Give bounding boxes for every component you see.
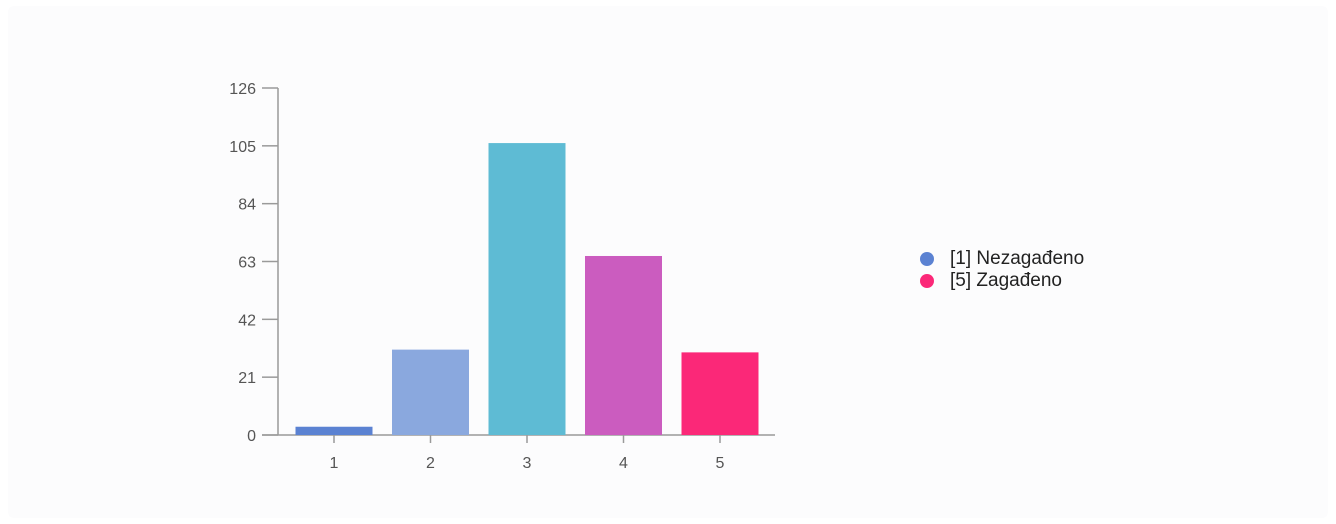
bar-1[interactable] — [295, 426, 373, 435]
y-tick-label: 126 — [229, 81, 256, 98]
legend-label: [1] Nezagađeno — [950, 248, 1085, 269]
y-tick-label: 105 — [229, 139, 256, 156]
y-tick-label: 0 — [247, 428, 256, 445]
legend-item-zagadeno[interactable]: [5] Zagađeno — [920, 270, 1084, 292]
bar-5[interactable] — [681, 352, 759, 435]
bars — [295, 143, 759, 436]
y-tick-label: 21 — [238, 370, 256, 387]
legend-dot-icon — [920, 252, 934, 266]
y-axis: 0 21 42 63 84 105 126 — [229, 81, 279, 445]
y-tick-label: 42 — [238, 312, 256, 329]
bar-3[interactable] — [488, 143, 566, 436]
bar-4[interactable] — [585, 255, 662, 435]
x-axis: 1 2 3 4 5 — [262, 434, 775, 472]
legend-label: [5] Zagađeno — [950, 270, 1062, 291]
legend: [1] Nezagađeno [5] Zagađeno — [920, 248, 1084, 292]
chart-card — [8, 6, 1328, 518]
x-tick-label: 4 — [619, 455, 628, 472]
x-tick-label: 2 — [426, 455, 435, 472]
legend-dot-icon — [920, 274, 934, 288]
x-tick-label: 5 — [716, 455, 725, 472]
y-tick-label: 84 — [238, 197, 256, 214]
legend-item-nezagadeno[interactable]: [1] Nezagađeno — [920, 248, 1084, 270]
x-tick-label: 3 — [523, 455, 532, 472]
bar-2[interactable] — [392, 349, 469, 435]
x-tick-label: 1 — [330, 455, 339, 472]
y-tick-label: 63 — [238, 255, 256, 272]
